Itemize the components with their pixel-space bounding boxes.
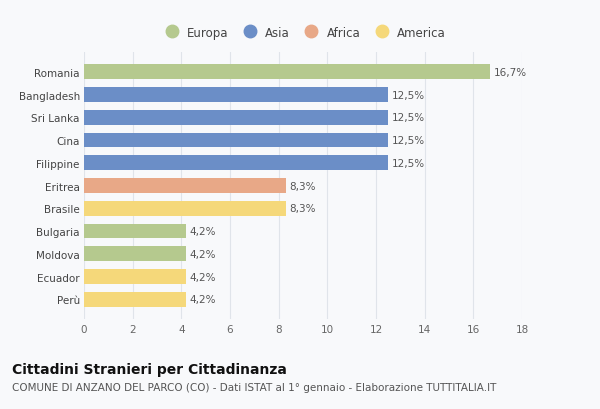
Legend: Europa, Asia, Africa, America: Europa, Asia, Africa, America <box>155 22 451 44</box>
Text: 12,5%: 12,5% <box>392 136 425 146</box>
Text: 16,7%: 16,7% <box>494 67 527 78</box>
Text: 8,3%: 8,3% <box>290 204 316 214</box>
Bar <box>84 133 388 148</box>
Bar <box>84 201 286 216</box>
Bar <box>84 65 490 80</box>
Bar <box>84 156 388 171</box>
Text: 12,5%: 12,5% <box>392 90 425 100</box>
Text: 12,5%: 12,5% <box>392 113 425 123</box>
Text: 4,2%: 4,2% <box>190 272 217 282</box>
Bar <box>84 270 186 284</box>
Bar <box>84 179 286 193</box>
Bar <box>84 88 388 103</box>
Text: 12,5%: 12,5% <box>392 158 425 169</box>
Text: 4,2%: 4,2% <box>190 294 217 305</box>
Bar <box>84 111 388 126</box>
Text: 8,3%: 8,3% <box>290 181 316 191</box>
Text: Cittadini Stranieri per Cittadinanza: Cittadini Stranieri per Cittadinanza <box>12 362 287 376</box>
Bar <box>84 247 186 261</box>
Bar <box>84 224 186 239</box>
Text: 4,2%: 4,2% <box>190 227 217 236</box>
Text: COMUNE DI ANZANO DEL PARCO (CO) - Dati ISTAT al 1° gennaio - Elaborazione TUTTIT: COMUNE DI ANZANO DEL PARCO (CO) - Dati I… <box>12 382 496 392</box>
Bar <box>84 292 186 307</box>
Text: 4,2%: 4,2% <box>190 249 217 259</box>
